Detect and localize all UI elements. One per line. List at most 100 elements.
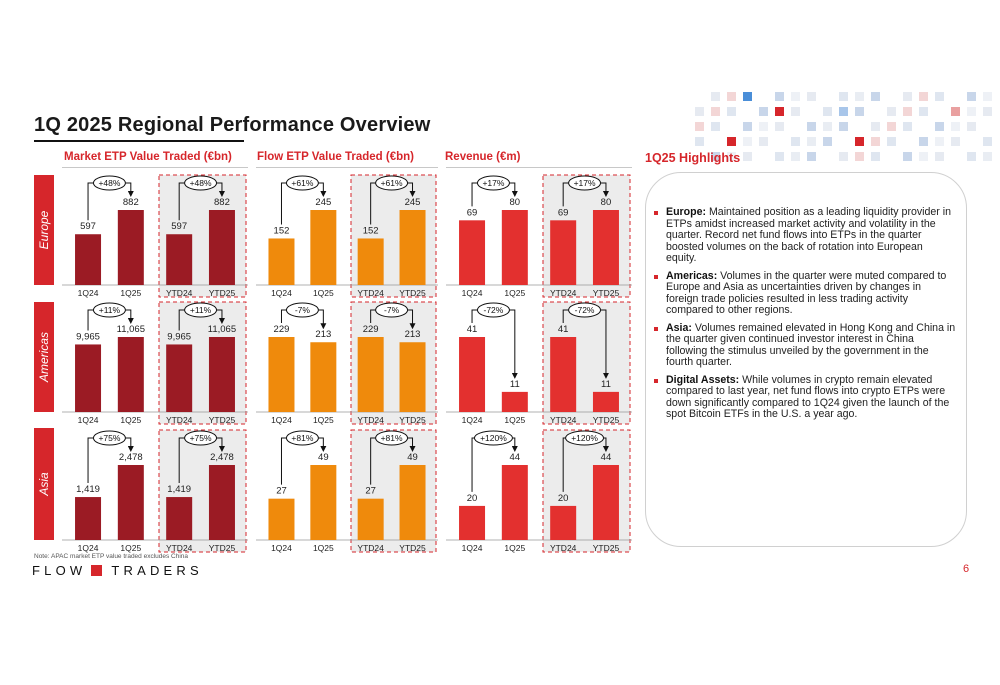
pattern-square bbox=[727, 107, 736, 116]
pattern-square bbox=[919, 92, 928, 101]
bar bbox=[117, 465, 144, 540]
logo-square-icon bbox=[91, 565, 103, 576]
change-label: +17% bbox=[574, 178, 596, 188]
change-badge bbox=[92, 430, 126, 446]
pattern-square bbox=[951, 107, 960, 116]
pattern-square bbox=[807, 122, 816, 131]
bar bbox=[592, 391, 619, 412]
change-label: +17% bbox=[482, 178, 504, 188]
pattern-square bbox=[743, 137, 752, 146]
tick-label: YTD25 bbox=[593, 288, 620, 298]
change-badge bbox=[285, 430, 319, 446]
tick-label: 1Q24 bbox=[271, 543, 292, 553]
pattern-square bbox=[871, 122, 880, 131]
pattern-square bbox=[823, 107, 832, 116]
data-label: 20 bbox=[558, 493, 569, 504]
highlights-title: 1Q25 Highlights bbox=[645, 151, 741, 165]
change-badge bbox=[476, 175, 510, 191]
data-label: 152 bbox=[274, 225, 290, 236]
page-number: 6 bbox=[963, 563, 970, 575]
change-label: +81% bbox=[381, 433, 403, 443]
tick-label: YTD24 bbox=[357, 543, 384, 553]
change-badge bbox=[285, 175, 319, 191]
bar bbox=[208, 337, 235, 412]
data-label: 213 bbox=[405, 329, 421, 340]
data-label: 11,065 bbox=[208, 324, 236, 335]
tick-label: YTD24 bbox=[166, 288, 193, 298]
column-header-revenue: Revenue (€m) bbox=[445, 151, 521, 163]
data-label: 69 bbox=[467, 207, 478, 218]
pattern-square bbox=[759, 107, 768, 116]
data-label: 2,478 bbox=[119, 452, 143, 463]
pattern-square bbox=[967, 92, 976, 101]
bar bbox=[310, 210, 337, 285]
data-label: 882 bbox=[214, 197, 230, 208]
data-label: 1,419 bbox=[167, 484, 191, 495]
data-label: 9,965 bbox=[76, 331, 100, 342]
bar bbox=[550, 220, 577, 285]
bar bbox=[117, 337, 144, 412]
pattern-square bbox=[951, 122, 960, 131]
tick-label: YTD24 bbox=[166, 415, 193, 425]
bar bbox=[357, 498, 384, 540]
tick-label: YTD25 bbox=[209, 543, 236, 553]
change-label: +11% bbox=[99, 305, 121, 315]
pattern-square bbox=[983, 137, 992, 146]
tick-label: 1Q24 bbox=[462, 288, 483, 298]
tick-label: 1Q24 bbox=[271, 288, 292, 298]
pattern-square bbox=[919, 137, 928, 146]
highlight-label: Asia: bbox=[666, 321, 692, 334]
highlight-text: Volumes in the quarter were muted compar… bbox=[666, 269, 947, 316]
pattern-square bbox=[743, 92, 752, 101]
change-label: -7% bbox=[295, 305, 311, 315]
pattern-square bbox=[935, 152, 944, 161]
bar bbox=[117, 210, 144, 285]
bar bbox=[166, 344, 193, 412]
region-tab-asia: Asia bbox=[34, 428, 54, 540]
column-rule bbox=[446, 167, 632, 168]
pattern-square bbox=[759, 137, 768, 146]
change-label: +48% bbox=[98, 178, 120, 188]
change-badge bbox=[473, 430, 513, 446]
tick-label: 1Q25 bbox=[120, 543, 141, 553]
data-label: 49 bbox=[407, 452, 418, 463]
tick-label: YTD25 bbox=[593, 415, 620, 425]
footnote: Note: APAC market ETP value traded exclu… bbox=[34, 553, 189, 560]
pattern-square bbox=[839, 107, 848, 116]
change-badge bbox=[375, 302, 409, 318]
pattern-square bbox=[775, 107, 784, 116]
highlights-list: Europe: Maintained position as a leading… bbox=[646, 173, 966, 421]
bar bbox=[166, 234, 193, 285]
bar bbox=[310, 342, 337, 412]
pattern-square bbox=[855, 107, 864, 116]
pattern-square bbox=[727, 137, 736, 146]
bar bbox=[310, 465, 337, 540]
tick-label: YTD25 bbox=[593, 543, 620, 553]
highlight-item-asia: Asia: Volumes remained elevated in Hong … bbox=[654, 321, 956, 369]
bar bbox=[75, 497, 102, 540]
tick-label: YTD25 bbox=[209, 288, 236, 298]
pattern-square bbox=[695, 107, 704, 116]
tick-label: YTD24 bbox=[357, 288, 384, 298]
bar bbox=[357, 337, 384, 412]
highlight-label: Americas: bbox=[666, 269, 718, 282]
highlight-item-americas: Americas: Volumes in the quarter were mu… bbox=[654, 269, 956, 317]
logo-text-left: FLOW bbox=[32, 563, 87, 578]
bar bbox=[501, 465, 528, 540]
tick-label: 1Q24 bbox=[462, 543, 483, 553]
column-header-market: Market ETP Value Traded (€bn) bbox=[64, 151, 232, 163]
change-badge bbox=[92, 175, 126, 191]
change-badge bbox=[184, 302, 218, 318]
pattern-square bbox=[967, 152, 976, 161]
data-label: 11,065 bbox=[117, 324, 145, 335]
data-label: 229 bbox=[363, 324, 379, 335]
pattern-square bbox=[903, 122, 912, 131]
tick-label: 1Q25 bbox=[313, 543, 334, 553]
column-header-flow: Flow ETP Value Traded (€bn) bbox=[257, 151, 414, 163]
data-label: 152 bbox=[363, 225, 379, 236]
data-label: 27 bbox=[365, 486, 376, 497]
change-badge bbox=[285, 302, 319, 318]
data-label: 213 bbox=[315, 329, 331, 340]
decorative-pattern bbox=[695, 92, 992, 161]
data-label: 245 bbox=[315, 197, 331, 208]
